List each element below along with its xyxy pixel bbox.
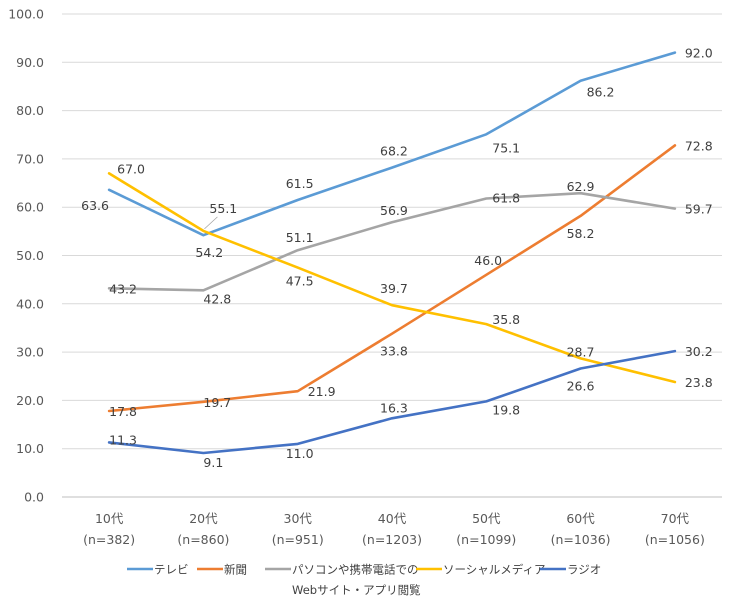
data-label: 30.2	[685, 344, 713, 359]
legend-label: ラジオ	[567, 563, 601, 577]
data-label: 61.8	[492, 191, 520, 206]
data-label: 56.9	[380, 203, 408, 218]
y-tick-label: 0.0	[24, 490, 44, 505]
series-lines	[107, 51, 677, 455]
data-label: 39.7	[380, 281, 408, 296]
data-label: 58.2	[567, 226, 595, 241]
legend-label-line2: Webサイト・アプリ閲覧	[292, 583, 421, 597]
x-tick-sample-size: (n=860)	[177, 532, 229, 547]
series-line-1	[107, 144, 677, 413]
series-line-3	[107, 172, 677, 384]
series-line-4	[107, 349, 677, 455]
data-label: 59.7	[685, 202, 713, 217]
y-tick-label: 10.0	[16, 441, 44, 456]
x-tick-sample-size: (n=1036)	[551, 532, 611, 547]
data-label: 19.8	[492, 402, 520, 417]
data-label: 17.8	[109, 404, 137, 419]
data-label: 63.6	[81, 198, 109, 213]
data-label: 35.8	[492, 312, 520, 327]
series-line-0	[107, 51, 677, 237]
data-label: 86.2	[587, 85, 615, 100]
data-label: 47.5	[286, 274, 314, 289]
data-label: 11.3	[109, 432, 137, 447]
data-label: 21.9	[308, 384, 336, 399]
series-line-2	[107, 191, 677, 292]
x-tick-sample-size: (n=951)	[272, 532, 324, 547]
legend-label: ソーシャルメディア	[443, 563, 545, 577]
data-label: 68.2	[380, 144, 408, 159]
data-label: 9.1	[203, 455, 223, 470]
data-label: 16.3	[380, 400, 408, 415]
y-tick-label: 40.0	[16, 296, 44, 311]
x-tick-label: 40代	[378, 511, 407, 526]
data-label: 46.0	[474, 253, 502, 268]
data-label: 19.7	[203, 395, 231, 410]
data-label: 23.8	[685, 375, 713, 390]
data-labels: 63.6 54.2 61.5 68.2 75.1 86.2 92.0 17.8 19.7 21.9…	[81, 46, 713, 470]
data-label: 62.9	[567, 179, 595, 194]
legend-label: テレビ	[154, 563, 189, 577]
legend: テレビ 新聞 パソコンや携帯電話での ソーシャルメディア ラジオ Webサイト・アプリ閲覧	[127, 563, 601, 597]
x-tick-sample-size: (n=382)	[83, 532, 135, 547]
x-tick-sample-size: (n=1099)	[456, 532, 516, 547]
y-tick-label: 50.0	[16, 248, 44, 263]
x-tick-label: 20代	[189, 511, 218, 526]
data-label: 43.2	[109, 281, 137, 296]
y-axis: 0.0 10.0 20.0 30.0 40.0 50.0 60.0 70.0 80.0 90.0 1…	[8, 7, 44, 505]
x-axis: 10代 (n=382) 20代 (n=860) 30代 (n=951) 40代 (n=1203…	[83, 511, 705, 547]
data-label: 33.8	[380, 344, 408, 359]
x-tick-sample-size: (n=1056)	[645, 532, 705, 547]
data-label: 11.0	[286, 446, 314, 461]
leader-line	[204, 216, 218, 230]
y-tick-label: 100.0	[8, 7, 44, 22]
x-tick-label: 10代	[95, 511, 124, 526]
data-label: 55.1	[209, 201, 237, 216]
data-label: 42.8	[203, 291, 231, 306]
x-tick-label: 50代	[472, 511, 501, 526]
data-label: 61.5	[286, 176, 314, 191]
x-tick-sample-size: (n=1203)	[362, 532, 422, 547]
y-tick-label: 70.0	[16, 151, 44, 166]
y-tick-label: 30.0	[16, 345, 44, 360]
data-label: 67.0	[117, 161, 145, 176]
y-tick-label: 80.0	[16, 103, 44, 118]
data-label: 75.1	[492, 140, 520, 155]
y-tick-label: 60.0	[16, 200, 44, 215]
data-label: 51.1	[286, 230, 314, 245]
gridlines	[62, 13, 722, 498]
y-tick-label: 20.0	[16, 393, 44, 408]
legend-label: パソコンや携帯電話での	[292, 563, 419, 577]
data-label: 92.0	[685, 46, 713, 61]
y-tick-label: 90.0	[16, 55, 44, 70]
x-tick-label: 60代	[566, 511, 595, 526]
data-label: 54.2	[195, 245, 223, 260]
x-tick-label: 70代	[661, 511, 690, 526]
data-label: 72.8	[685, 138, 713, 153]
legend-label: 新聞	[224, 563, 247, 577]
x-tick-label: 30代	[284, 511, 313, 526]
data-label: 26.6	[567, 379, 595, 394]
data-label: 28.7	[567, 344, 595, 359]
